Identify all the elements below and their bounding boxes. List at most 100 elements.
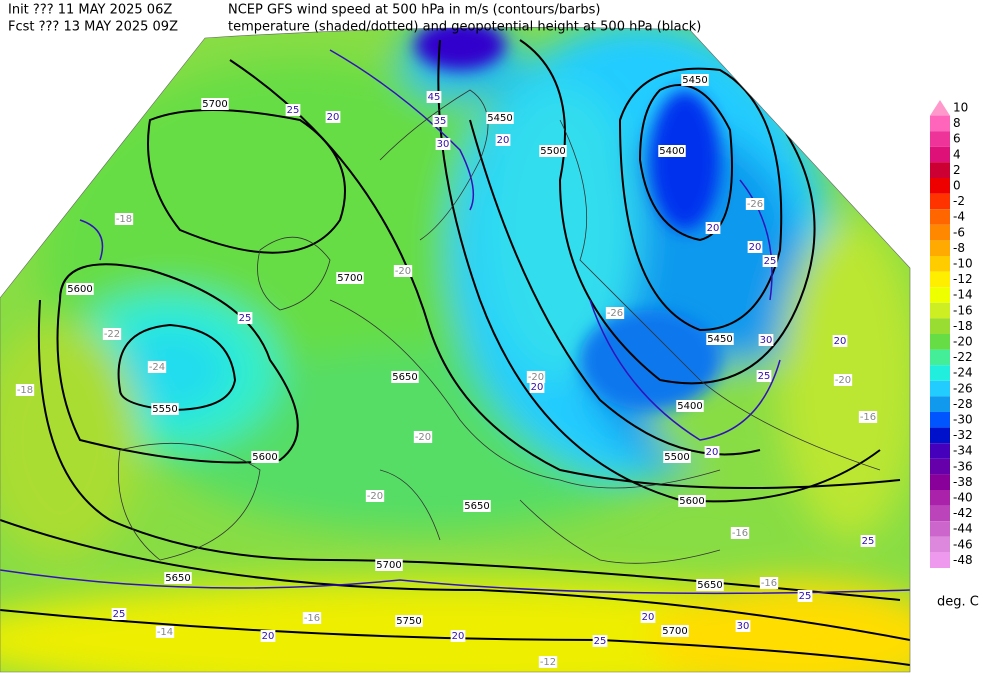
height-label-bg	[706, 333, 734, 345]
colorbar-label: -48	[953, 553, 973, 567]
map-area	[0, 27, 910, 673]
colorbar-swatch	[930, 536, 950, 553]
colorbar-swatch	[930, 146, 950, 163]
colorbar-swatch	[930, 521, 950, 537]
height-label-bg	[661, 625, 689, 637]
wind-label-bg	[747, 241, 763, 253]
wind-label: 20	[642, 612, 655, 623]
wind-label-bg	[325, 111, 341, 123]
colorbar-swatch	[930, 224, 950, 241]
wind-label-bg	[592, 635, 608, 647]
temperature-label-bg	[745, 198, 765, 210]
colorbar-label: -8	[953, 241, 965, 255]
wind-label-bg	[735, 620, 751, 632]
colorbar-swatch	[930, 256, 950, 272]
colorbar-label: -20	[953, 335, 973, 349]
colorbar-swatch	[930, 193, 950, 210]
temperature-label-bg	[114, 213, 134, 225]
wind-label: 30	[737, 621, 750, 632]
temperature-label-bg	[759, 577, 779, 589]
wind-label: 25	[239, 313, 252, 324]
temperature-label: -20	[395, 266, 411, 277]
colorbar-label: -40	[953, 491, 973, 505]
wind-label-bg	[705, 222, 721, 234]
colorbar-label: -38	[953, 475, 973, 489]
map-border	[0, 27, 911, 673]
temperature-label: -16	[860, 412, 876, 423]
height-label: 5750	[396, 616, 421, 627]
wind-label: 20	[327, 112, 340, 123]
height-label: 5450	[682, 75, 707, 86]
colorbar-swatch	[930, 115, 950, 132]
colorbar-swatch	[930, 302, 950, 319]
colorbar-label: -12	[953, 272, 973, 286]
height-label-bg	[676, 400, 704, 412]
temperature-label-bg	[302, 612, 322, 624]
wind-label-bg	[704, 446, 720, 458]
temperature-label-bg	[605, 307, 625, 319]
wind-label-bg	[237, 312, 253, 324]
height-label: 5400	[659, 146, 684, 157]
colorbar-swatch	[930, 100, 950, 116]
forecast-time: Fcst ??? 13 MAY 2025 09Z	[8, 20, 178, 35]
colorbar-swatch	[930, 271, 950, 288]
wind-label-bg	[758, 334, 774, 346]
colorbar-swatch	[930, 162, 950, 178]
temperature-label-bg	[393, 265, 413, 277]
wind-label-bg	[450, 630, 466, 642]
height-label-bg	[678, 495, 706, 507]
wind-label: 35	[434, 116, 447, 127]
colorbar-swatch	[930, 412, 950, 428]
colorbar-swatch	[930, 443, 950, 459]
height-label: 5650	[697, 580, 722, 591]
wind-label-bg	[762, 255, 778, 267]
colorbar-label: 8	[953, 116, 961, 130]
wind-label: 45	[428, 92, 441, 103]
height-label-bg	[395, 615, 423, 627]
wind-label: 20	[706, 447, 719, 458]
colorbar-swatch	[930, 427, 950, 444]
height-label: 5700	[376, 560, 401, 571]
wind-label: 30	[437, 139, 450, 150]
colorbar-label: -14	[953, 288, 973, 302]
height-label-bg	[658, 145, 686, 157]
wind-label: 20	[531, 382, 544, 393]
colorbar-label: -26	[953, 381, 973, 395]
wind-label-bg	[797, 590, 813, 602]
height-label-bg	[463, 500, 491, 512]
temperature-label-bg	[155, 626, 175, 638]
height-label: 5700	[202, 99, 227, 110]
colorbar-label: -42	[953, 506, 973, 520]
wind-label-bg	[860, 535, 876, 547]
wind-label: 25	[594, 636, 607, 647]
title-line-2: temperature (shaded/dotted) and geopoten…	[228, 20, 701, 35]
height-label-bg	[375, 559, 403, 571]
colorbar-label: 4	[953, 147, 961, 161]
colorbar-label: -28	[953, 397, 973, 411]
temperature-label-bg	[102, 328, 122, 340]
colorbar-label: -10	[953, 257, 973, 271]
temperature-label-bg	[15, 384, 35, 396]
height-label: 5400	[677, 401, 702, 412]
height-label-bg	[66, 283, 94, 295]
colorbar-label: -6	[953, 225, 965, 239]
temperature-label: -22	[104, 329, 120, 340]
height-label-bg	[251, 451, 279, 463]
colorbar-label: 0	[953, 179, 961, 193]
height-label: 5600	[252, 452, 277, 463]
title-line-1: NCEP GFS wind speed at 500 hPa in m/s (c…	[228, 3, 601, 18]
colorbar: 1086420-2-4-6-8-10-12-14-16-18-20-22-24-…	[930, 100, 973, 568]
wind-label: 25	[758, 371, 771, 382]
colorbar-swatch	[930, 334, 950, 350]
temperature-label-bg	[147, 361, 167, 373]
height-label-bg	[696, 579, 724, 591]
temperature-label: -18	[116, 214, 132, 225]
wind-label-bg	[111, 608, 127, 620]
temperature-label: -16	[732, 528, 748, 539]
temperature-label: -24	[149, 362, 165, 373]
height-label-bg	[151, 403, 179, 415]
temperature-label: -20	[415, 432, 431, 443]
wind-label-bg	[529, 381, 545, 393]
wind-label: 20	[452, 631, 465, 642]
